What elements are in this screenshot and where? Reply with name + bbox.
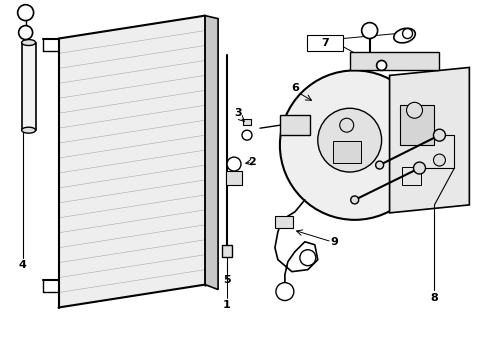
Circle shape <box>362 23 378 39</box>
Circle shape <box>434 154 445 166</box>
Circle shape <box>318 108 382 172</box>
Circle shape <box>276 283 294 301</box>
Bar <box>401 167 421 185</box>
Circle shape <box>351 196 359 204</box>
Circle shape <box>403 28 413 39</box>
Polygon shape <box>390 67 469 213</box>
Bar <box>226 171 242 185</box>
Bar <box>22 42 36 130</box>
Circle shape <box>300 250 316 266</box>
Ellipse shape <box>22 127 36 133</box>
Circle shape <box>414 162 425 174</box>
Bar <box>275 216 293 228</box>
Circle shape <box>227 157 241 171</box>
Circle shape <box>376 161 384 169</box>
Polygon shape <box>205 15 218 289</box>
Text: 9: 9 <box>331 237 339 247</box>
Circle shape <box>18 5 34 21</box>
Bar <box>280 115 310 135</box>
Circle shape <box>242 130 252 140</box>
Text: 2: 2 <box>248 157 256 167</box>
Bar <box>307 35 343 50</box>
Ellipse shape <box>394 28 416 43</box>
Bar <box>222 245 232 257</box>
Bar <box>399 105 435 145</box>
Text: 8: 8 <box>431 293 439 302</box>
Text: 3: 3 <box>234 108 242 118</box>
Bar <box>350 53 440 71</box>
Circle shape <box>407 102 422 118</box>
Bar <box>333 141 361 163</box>
Text: 5: 5 <box>223 275 231 285</box>
Circle shape <box>434 129 445 141</box>
Text: 4: 4 <box>19 260 26 270</box>
Polygon shape <box>58 15 205 307</box>
Circle shape <box>377 60 387 71</box>
Bar <box>243 119 251 125</box>
Circle shape <box>280 71 429 220</box>
Text: 1: 1 <box>223 300 231 310</box>
Ellipse shape <box>22 40 36 45</box>
Circle shape <box>19 26 33 40</box>
Text: 7: 7 <box>321 37 329 48</box>
Circle shape <box>340 118 354 132</box>
Text: 6: 6 <box>291 84 299 93</box>
